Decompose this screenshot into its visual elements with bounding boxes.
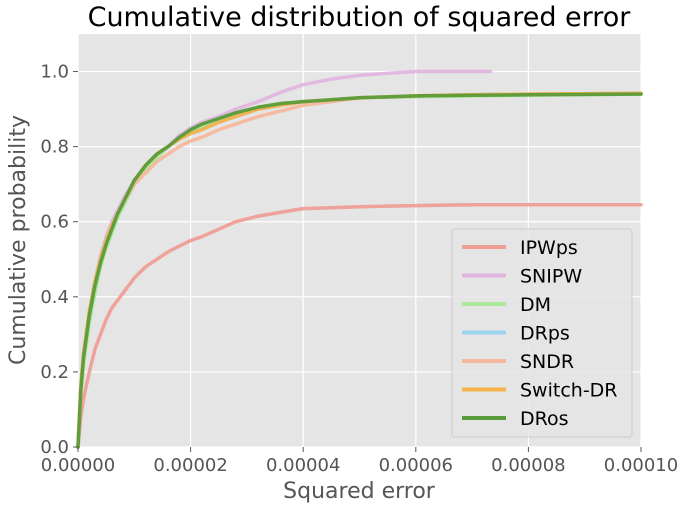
x-axis-label: Squared error [283, 479, 436, 504]
series-line-ipwps [76, 203, 643, 449]
y-tick-label: 0.6 [40, 212, 69, 233]
legend-label-snipw: SNIPW [520, 266, 582, 288]
x-tick-label: 0.00000 [41, 455, 115, 476]
legend-label-switch-dr: Switch-DR [520, 380, 618, 402]
legend-label-ipwps: IPWps [520, 237, 578, 259]
y-tick-label: 0.8 [40, 137, 69, 158]
y-tick-label: 0.4 [40, 287, 69, 308]
legend-label-drps: DRps [520, 323, 570, 345]
series-lines [76, 69, 643, 449]
y-tick-label: 0.0 [40, 437, 69, 458]
series-line-dros [76, 92, 643, 449]
x-tick-label: 0.00004 [266, 455, 340, 476]
legend-label-sndr: SNDR [520, 351, 574, 373]
legend-label-dm: DM [520, 294, 551, 316]
chart-title: Cumulative distribution of squared error [88, 2, 632, 33]
x-tick-label: 0.00010 [604, 455, 678, 476]
y-tick-label: 0.2 [40, 362, 69, 383]
y-axis-ticks: 0.0 0.2 0.4 0.6 0.8 1.0 [40, 62, 78, 458]
legend-label-dros: DRos [520, 408, 569, 430]
x-tick-label: 0.00008 [491, 455, 565, 476]
y-tick-label: 1.0 [40, 62, 69, 83]
y-axis-label: Cumulative probability [6, 115, 31, 365]
x-axis-ticks: 0.00000 0.00002 0.00004 0.00006 0.00008 0.000… [41, 447, 678, 476]
legend-box [451, 228, 633, 438]
x-tick-label: 0.00006 [379, 455, 453, 476]
x-tick-label: 0.00002 [153, 455, 227, 476]
legend: IPWps SNIPW DM DRps SNDR Switch-DR DRos [451, 228, 633, 438]
